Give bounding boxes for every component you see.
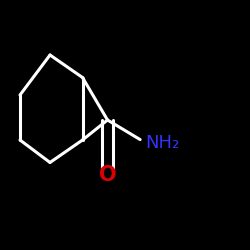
Text: NH₂: NH₂ <box>145 134 179 152</box>
Text: O: O <box>99 165 116 185</box>
